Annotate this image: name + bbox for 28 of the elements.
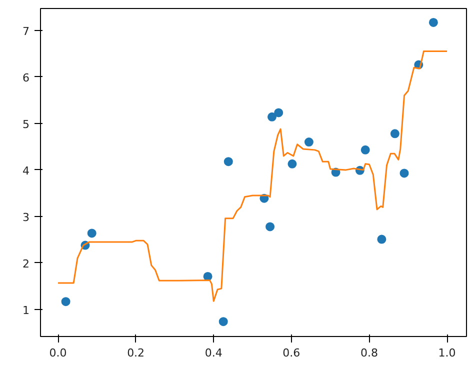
y-tick-label: 4	[22, 164, 30, 178]
point	[428, 18, 438, 27]
point	[288, 159, 297, 168]
point	[360, 145, 370, 154]
point	[400, 168, 409, 178]
y-tick-label: 6	[22, 71, 30, 84]
x-tick-label: 1.0	[438, 346, 456, 360]
y-tick-label: 2	[22, 257, 30, 270]
x-tick-label: 0.6	[282, 346, 300, 360]
y-tick-label: 1	[22, 304, 30, 318]
point	[224, 157, 233, 166]
point	[304, 138, 314, 147]
y-tick-label: 5	[22, 118, 30, 131]
point	[377, 234, 386, 244]
line-series	[57, 50, 448, 302]
x-tick-label: 0.4	[204, 346, 222, 360]
point	[266, 222, 275, 232]
y-tick-label: 7	[22, 24, 30, 38]
point	[87, 228, 96, 238]
point	[61, 297, 70, 306]
point	[390, 129, 400, 138]
x-tick-label: 0.2	[127, 346, 145, 360]
y-tick-label: 3	[22, 210, 30, 224]
x-tick-label: 0.8	[360, 346, 378, 360]
x-tick-label: 0.0	[49, 346, 67, 360]
point	[267, 112, 276, 122]
point	[274, 108, 284, 118]
point	[218, 317, 228, 326]
